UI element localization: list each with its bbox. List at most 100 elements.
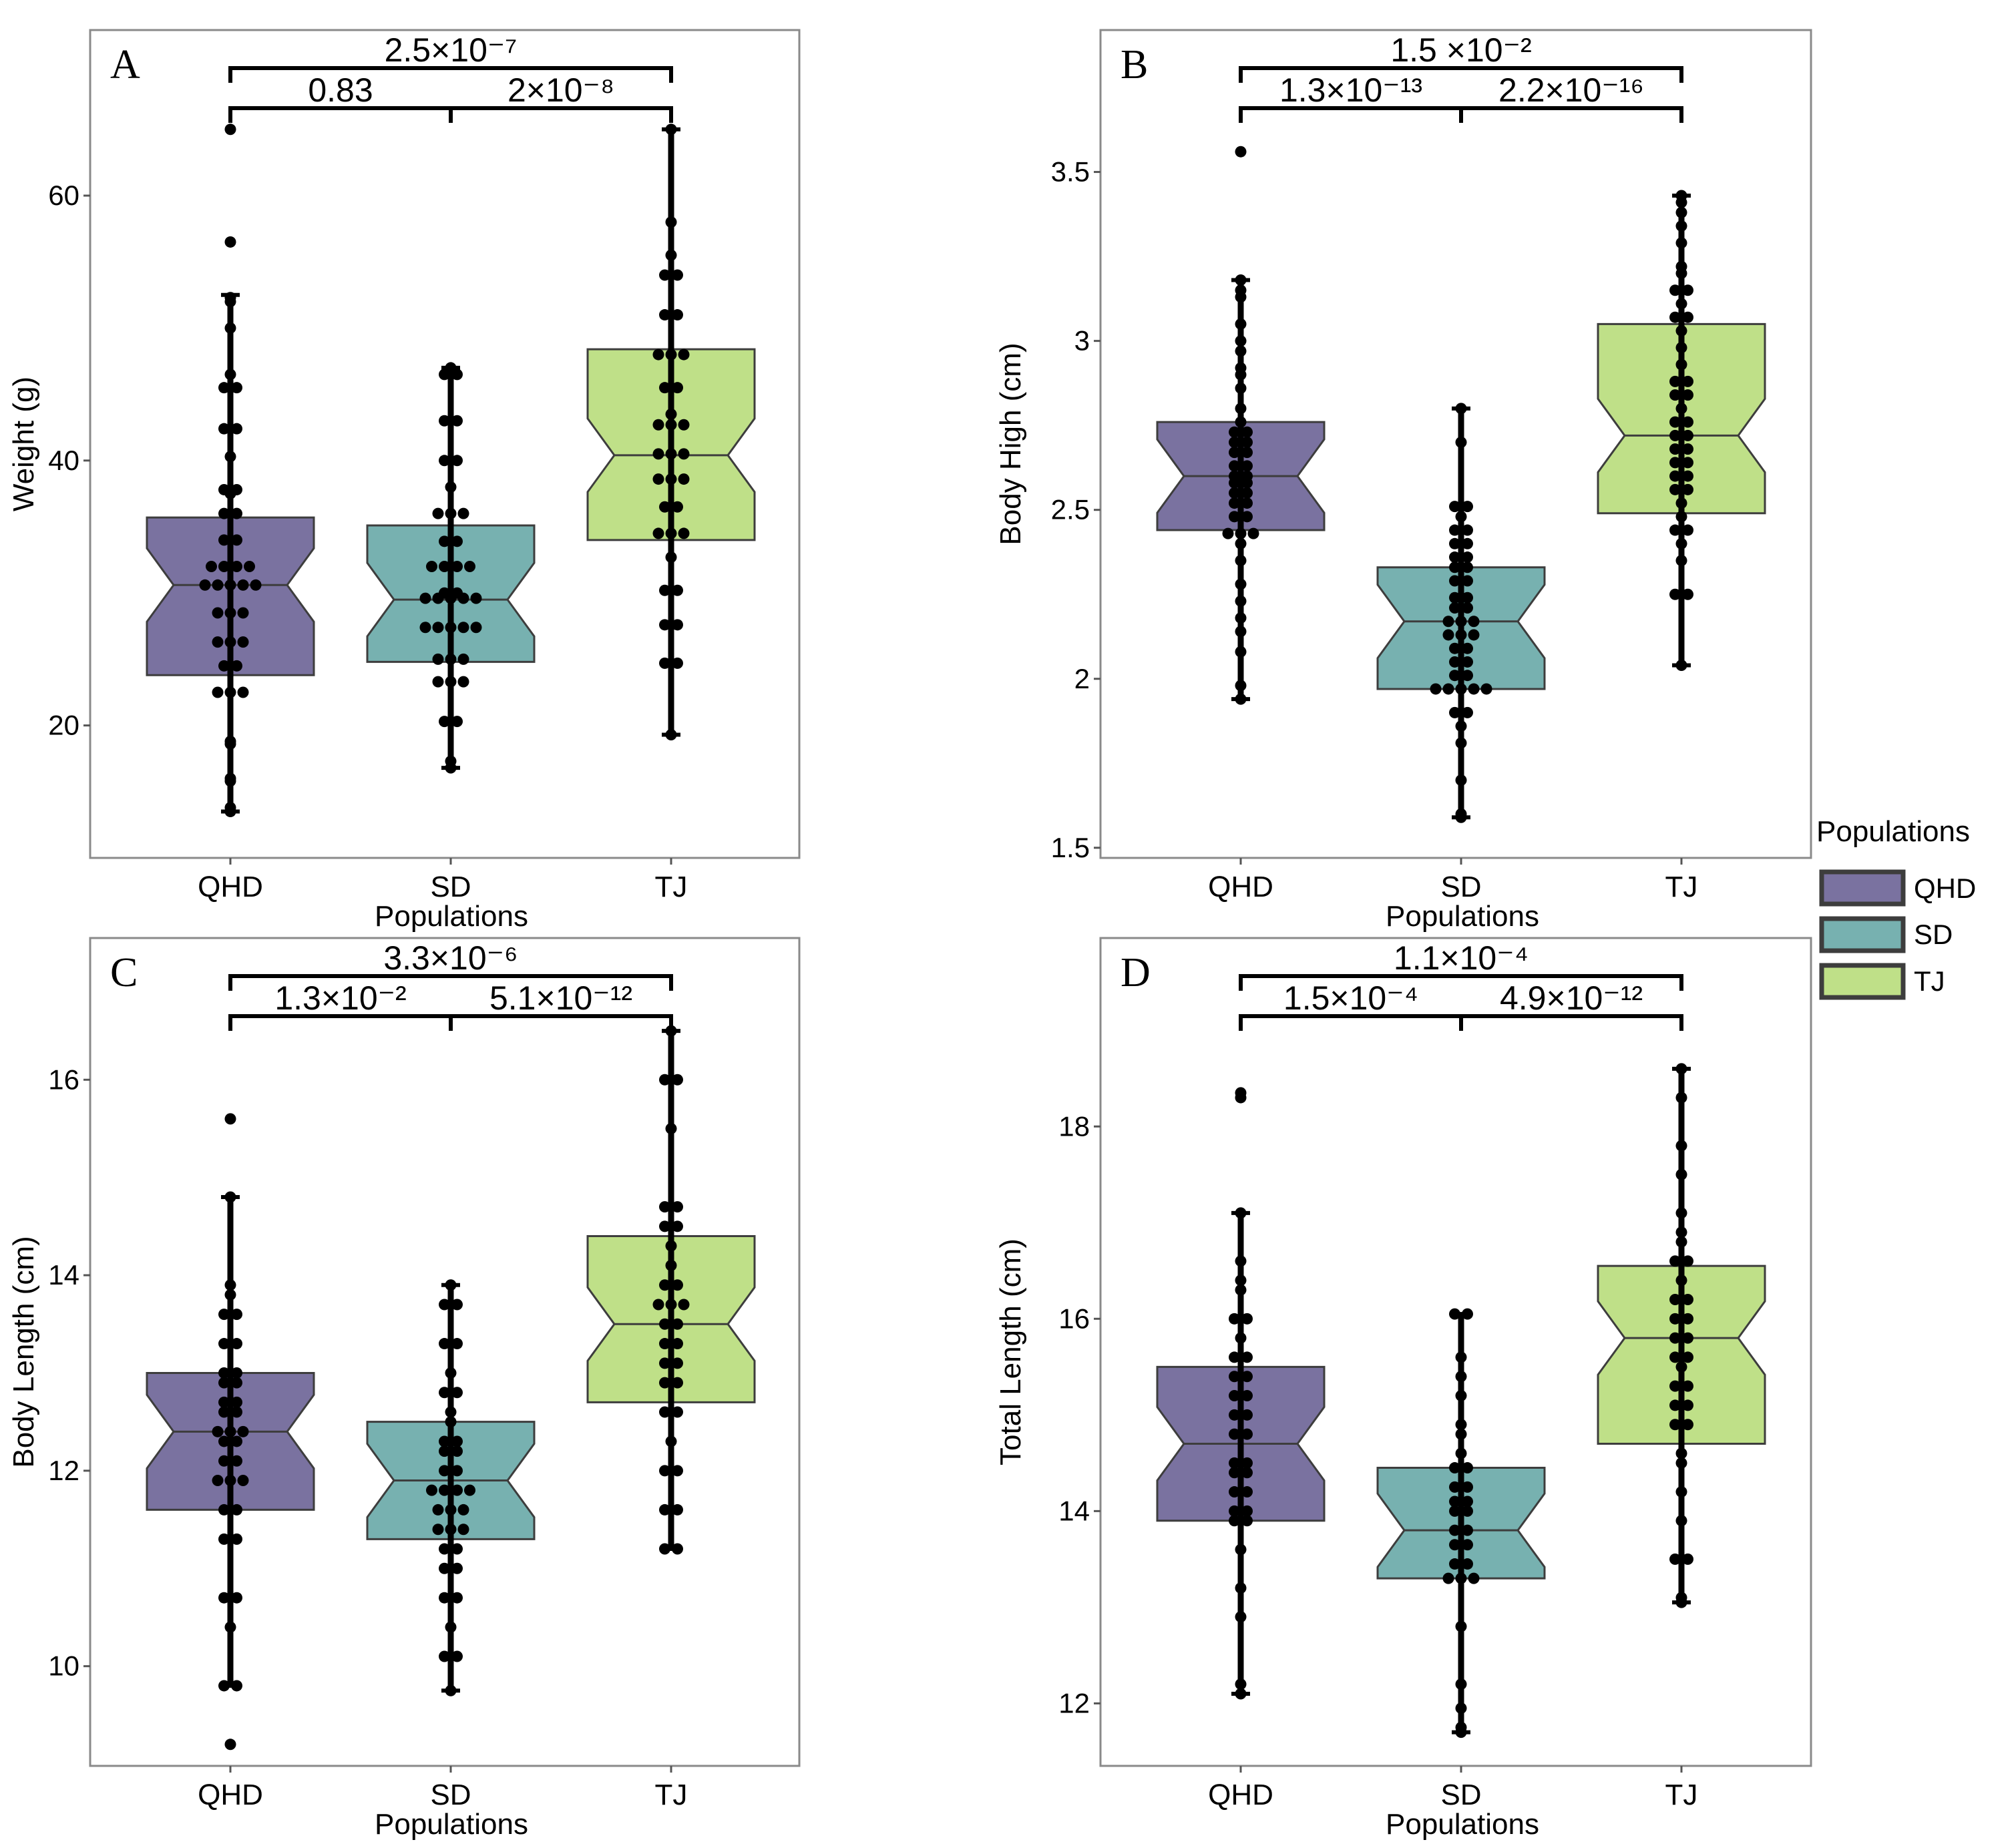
data-point xyxy=(439,1445,450,1457)
data-point xyxy=(1449,642,1460,654)
significance-bracket xyxy=(1239,1014,1463,1031)
data-point xyxy=(1241,1390,1253,1402)
data-point xyxy=(1462,656,1473,668)
data-point xyxy=(1229,1505,1240,1517)
panels-group: A 20 40 60 QHD SD TJ Populations Weight (g) 2.5×1… xyxy=(7,29,1812,1841)
data-point xyxy=(1462,602,1473,614)
data-point xyxy=(1449,551,1460,563)
data-point xyxy=(1682,389,1693,401)
data-point xyxy=(659,1201,670,1213)
legend-item-sd: SD xyxy=(1819,916,1953,953)
data-point xyxy=(1442,629,1454,641)
data-point xyxy=(218,1396,230,1408)
data-point xyxy=(672,1338,683,1350)
data-point xyxy=(652,448,664,460)
data-point xyxy=(451,455,463,467)
x-axis-title: Populations xyxy=(375,1808,528,1841)
data-point xyxy=(1682,311,1693,323)
significance-bracket xyxy=(451,1014,673,1031)
data-point xyxy=(672,1318,683,1330)
data-point xyxy=(1449,1505,1460,1517)
p-value-label: 5.1×10⁻¹² xyxy=(489,979,632,1017)
data-point xyxy=(1669,1255,1681,1267)
data-point xyxy=(659,1220,670,1232)
data-point xyxy=(1669,1419,1681,1431)
data-point xyxy=(457,653,469,665)
plot-frame xyxy=(1099,29,1812,859)
significance-bracket xyxy=(1461,106,1683,123)
data-point xyxy=(237,1425,249,1437)
y-tick-label: 10 xyxy=(48,1650,79,1682)
x-axis-title: Populations xyxy=(1386,900,1539,933)
data-point xyxy=(652,473,664,485)
data-point xyxy=(451,1592,463,1604)
data-point xyxy=(1669,1380,1681,1392)
data-point xyxy=(426,561,437,573)
data-point xyxy=(672,619,683,631)
data-point xyxy=(1449,561,1460,573)
comparison-qhd-tj: 2.5×10⁻⁷ xyxy=(228,31,673,83)
x-axis-title: Populations xyxy=(375,900,528,933)
data-point xyxy=(464,1484,475,1496)
data-point xyxy=(1241,487,1253,499)
y-tick-label: 16 xyxy=(48,1064,79,1095)
data-point xyxy=(1669,588,1681,600)
data-point xyxy=(451,1465,463,1477)
data-point xyxy=(1241,511,1253,523)
data-point xyxy=(199,579,211,591)
legend-label-sd: SD xyxy=(1914,919,1953,950)
y-axis-title: Total Length (cm) xyxy=(994,1238,1027,1465)
box-tj xyxy=(586,124,756,740)
data-point xyxy=(419,622,431,634)
data-point xyxy=(1462,670,1473,682)
comparison-qhd-tj: 1.1×10⁻⁴ xyxy=(1239,939,1683,991)
data-point xyxy=(439,587,450,599)
data-point xyxy=(1449,1462,1460,1474)
y-tick-label: 1.5 xyxy=(1051,832,1090,863)
data-point xyxy=(439,415,450,427)
data-point xyxy=(1682,1332,1693,1344)
data-point xyxy=(1241,436,1253,448)
data-point xyxy=(451,1445,463,1457)
comparison-qhd-sd: 1.3×10⁻¹³ xyxy=(1239,71,1463,123)
data-point xyxy=(218,561,230,573)
data-point xyxy=(218,1455,230,1467)
data-point xyxy=(1462,1505,1473,1517)
data-point xyxy=(451,415,463,427)
data-point xyxy=(1669,1294,1681,1306)
data-point xyxy=(1669,311,1681,323)
data-point xyxy=(218,1504,230,1516)
data-point xyxy=(1449,501,1460,513)
comparison-qhd-tj: 1.5 ×10⁻² xyxy=(1239,31,1683,83)
data-point xyxy=(1229,447,1240,459)
data-point xyxy=(451,1338,463,1350)
data-point xyxy=(1462,561,1473,573)
data-point xyxy=(1682,284,1693,296)
comparison-qhd-tj: 3.3×10⁻⁶ xyxy=(228,939,673,991)
panel-letter: B xyxy=(1121,42,1148,87)
data-point xyxy=(1229,460,1240,472)
y-tick-label: 60 xyxy=(48,180,79,211)
data-point xyxy=(439,1465,450,1477)
data-point xyxy=(231,382,242,394)
y-tick-label: 18 xyxy=(1058,1110,1090,1142)
data-point xyxy=(1449,670,1460,682)
data-point xyxy=(1449,1524,1460,1536)
data-point xyxy=(439,1562,450,1574)
data-point xyxy=(672,309,683,321)
data-point xyxy=(1241,470,1253,482)
data-point xyxy=(1449,575,1460,587)
data-point xyxy=(439,1299,450,1311)
data-point xyxy=(1682,416,1693,428)
data-point xyxy=(231,1435,242,1447)
data-point xyxy=(1462,1558,1473,1570)
data-point xyxy=(1229,1428,1240,1440)
data-point xyxy=(659,1406,670,1418)
data-point xyxy=(1669,429,1681,441)
data-point xyxy=(231,423,242,435)
panel-d: D 12 14 16 18 QHD SD TJ Populations Total Length … xyxy=(994,937,1812,1841)
data-point xyxy=(672,1504,683,1516)
y-tick-label: 2.5 xyxy=(1051,494,1090,525)
data-point xyxy=(439,716,450,728)
data-point xyxy=(218,534,230,546)
